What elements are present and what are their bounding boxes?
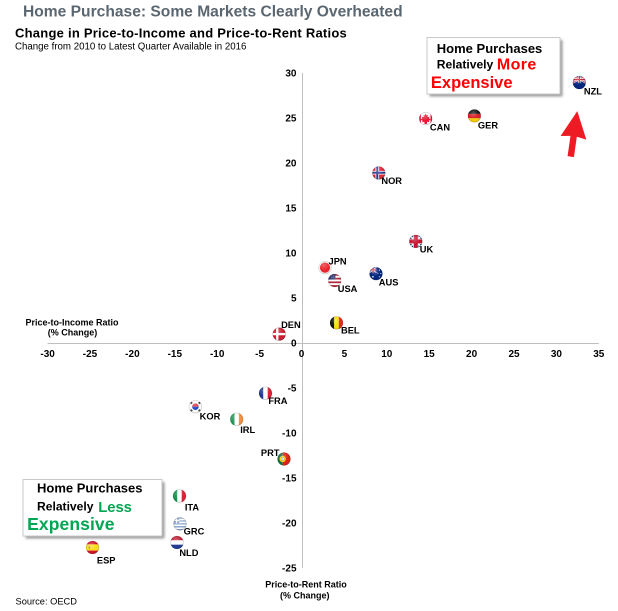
svg-text:30: 30 xyxy=(285,69,297,80)
svg-text:-20: -20 xyxy=(282,519,297,530)
svg-text:5: 5 xyxy=(342,349,348,360)
svg-text:Source: OECD: Source: OECD xyxy=(16,597,78,607)
svg-text:KOR: KOR xyxy=(200,411,221,421)
svg-text:Change from 2010 to Latest Qua: Change from 2010 to Latest Quarter Avail… xyxy=(15,41,246,52)
svg-text:35: 35 xyxy=(593,349,605,360)
svg-text:15: 15 xyxy=(424,349,436,360)
svg-text:25: 25 xyxy=(285,114,297,125)
svg-text:Less: Less xyxy=(98,500,132,516)
svg-text:NOR: NOR xyxy=(381,176,402,186)
svg-text:-5: -5 xyxy=(255,349,264,360)
svg-text:-5: -5 xyxy=(288,384,297,395)
svg-text:-10: -10 xyxy=(210,349,225,360)
svg-text:0: 0 xyxy=(299,349,305,360)
svg-text:Price-to-Rent Ratio: Price-to-Rent Ratio xyxy=(265,580,347,590)
svg-text:UK: UK xyxy=(420,244,434,254)
svg-text:AUS: AUS xyxy=(379,278,399,288)
svg-text:BEL: BEL xyxy=(341,325,360,335)
svg-text:NZL: NZL xyxy=(584,87,602,97)
svg-text:Home Purchase: Some Markets Cl: Home Purchase: Some Markets Clearly Over… xyxy=(23,4,403,21)
svg-text:Expensive: Expensive xyxy=(27,514,115,534)
svg-text:10: 10 xyxy=(285,249,297,260)
svg-text:FRA: FRA xyxy=(268,396,287,406)
svg-text:Home Purchases: Home Purchases xyxy=(437,41,543,56)
svg-text:25: 25 xyxy=(508,349,520,360)
svg-text:ESP: ESP xyxy=(97,556,116,566)
svg-text:CAN: CAN xyxy=(430,122,450,132)
svg-text:-25: -25 xyxy=(83,349,98,360)
svg-text:PRT: PRT xyxy=(261,448,280,458)
svg-text:JPN: JPN xyxy=(329,257,347,267)
svg-text:-10: -10 xyxy=(282,429,297,440)
svg-text:Home Purchases: Home Purchases xyxy=(37,481,143,496)
svg-text:NLD: NLD xyxy=(179,548,198,558)
svg-text:(% Change): (% Change) xyxy=(48,327,98,337)
svg-text:Relatively: Relatively xyxy=(437,57,494,71)
svg-text:15: 15 xyxy=(285,204,297,215)
svg-text:Relatively: Relatively xyxy=(37,500,94,514)
svg-text:Price-to-Income Ratio: Price-to-Income Ratio xyxy=(25,318,119,328)
svg-text:IRL: IRL xyxy=(240,425,255,435)
svg-text:-25: -25 xyxy=(282,564,297,575)
svg-text:(% Change): (% Change) xyxy=(280,591,330,601)
svg-text:USA: USA xyxy=(338,284,358,294)
svg-text:20: 20 xyxy=(285,159,297,170)
svg-text:Expensive: Expensive xyxy=(431,74,513,92)
svg-text:0: 0 xyxy=(291,339,297,350)
svg-text:-15: -15 xyxy=(282,474,297,485)
svg-text:20: 20 xyxy=(466,349,478,360)
svg-text:DEN: DEN xyxy=(281,320,301,330)
svg-text:GER: GER xyxy=(478,121,498,131)
svg-text:-30: -30 xyxy=(40,349,55,360)
svg-text:More: More xyxy=(497,57,537,74)
svg-text:10: 10 xyxy=(381,349,393,360)
svg-text:-20: -20 xyxy=(125,349,140,360)
svg-text:-15: -15 xyxy=(168,349,183,360)
svg-text:GRC: GRC xyxy=(184,527,205,537)
svg-text:5: 5 xyxy=(291,294,297,305)
svg-text:Change in Price-to-Income and: Change in Price-to-Income and Price-to-R… xyxy=(15,26,347,41)
svg-text:30: 30 xyxy=(551,349,563,360)
svg-text:ITA: ITA xyxy=(185,503,200,513)
